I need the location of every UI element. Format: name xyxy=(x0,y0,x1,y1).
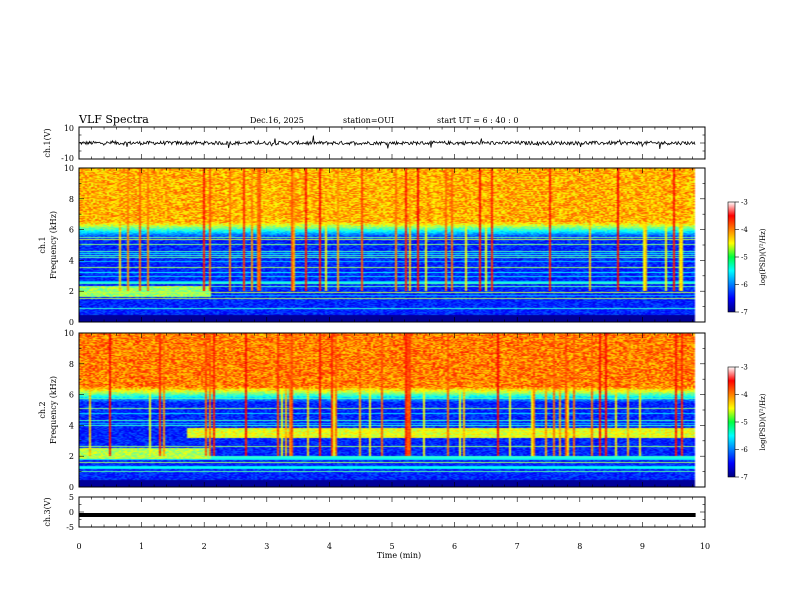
y-tick-label: 10 xyxy=(64,329,74,338)
date-label: Dec.16, 2025 xyxy=(250,116,304,125)
ch3-waveform-ticks xyxy=(78,496,706,528)
ch2-spec-ylabel-1: ch.2 xyxy=(38,401,47,418)
ch1-spec-ylabel-1: ch.1 xyxy=(38,236,47,253)
colorbar-tick-label: -7 xyxy=(741,474,748,482)
ch1-spectrogram-image xyxy=(79,168,705,322)
x-tick-label: 4 xyxy=(327,542,332,551)
ch2-spectrogram-image xyxy=(79,333,705,487)
colorbar-1-label: log(PSD)(V²/Hz) xyxy=(759,228,767,285)
colorbar-2-ticks: -3 -4 -5 -6 -7 xyxy=(735,364,748,482)
colorbar-tick-label: -6 xyxy=(741,446,748,454)
colorbar-1: -3 -4 -5 -6 -7 log(PSD)(V²/Hz) xyxy=(727,199,767,317)
x-tick-label: 2 xyxy=(202,542,207,551)
ch1-ytick-bottom: -10 xyxy=(61,154,74,163)
y-tick-label: 2 xyxy=(69,287,74,296)
ch3-panel: ch.3(V) 5 0 -5 xyxy=(43,493,706,532)
y-tick-label: 6 xyxy=(69,226,74,235)
colorbar-tick-label: -4 xyxy=(741,226,748,234)
colorbar-tick-label: -4 xyxy=(741,391,748,399)
x-tick-label: 5 xyxy=(389,542,394,551)
x-tick-label: 1 xyxy=(139,542,144,551)
ch1-panel: ch.1(V) 10 -10 xyxy=(43,124,706,163)
ch3-ylabel: ch.3(V) xyxy=(43,497,52,526)
y-tick-label: 10 xyxy=(64,164,74,173)
ch3-ytick-bottom: -5 xyxy=(66,523,74,532)
station-label: station=OUI xyxy=(343,116,394,125)
ch1-waveform-trace xyxy=(79,135,696,149)
colorbar-tick-label: -3 xyxy=(741,364,748,372)
colorbar-1-ticks: -3 -4 -5 -6 -7 xyxy=(735,199,748,317)
y-tick-label: 0 xyxy=(69,318,74,327)
y-tick-label: 8 xyxy=(69,360,74,369)
ch1-spec-ylabel-2: Frequency (kHz) xyxy=(49,211,58,279)
colorbar-tick-label: -3 xyxy=(741,199,748,207)
y-tick-label: 6 xyxy=(69,391,74,400)
colorbar-tick-label: -5 xyxy=(741,254,748,262)
x-tick-label: 6 xyxy=(452,542,457,551)
ch2-spec-ticks xyxy=(78,332,706,488)
ch1-ytick-top: 10 xyxy=(64,124,74,133)
figure-title: VLF Spectra xyxy=(78,113,149,126)
start-time-label: start UT = 6 : 40 : 0 xyxy=(437,116,518,125)
x-tick-label: 9 xyxy=(640,542,645,551)
y-tick-label: 8 xyxy=(69,195,74,204)
x-axis-label: Time (min) xyxy=(377,551,421,560)
ch3-ytick-top: 5 xyxy=(69,493,74,502)
x-axis: 0 1 2 3 4 5 6 7 8 9 10 Time (min) xyxy=(76,542,710,560)
colorbar-1-gradient xyxy=(727,201,736,313)
y-tick-label: 4 xyxy=(69,256,74,265)
y-tick-label: 2 xyxy=(69,452,74,461)
ch2-spectrogram-panel: ch.2 Frequency (kHz) 0 2 4 6 8 10 xyxy=(38,329,706,492)
x-tick-label: 0 xyxy=(76,542,81,551)
ch2-spec-ytick-labels: 0 2 4 6 8 10 xyxy=(64,329,74,492)
colorbar-2: -3 -4 -5 -6 -7 log(PSD)(V²/Hz) xyxy=(727,364,767,482)
ch2-spec-ylabel-2: Frequency (kHz) xyxy=(49,376,58,444)
colorbar-tick-label: -7 xyxy=(741,309,748,317)
colorbar-tick-label: -6 xyxy=(741,281,748,289)
header: VLF Spectra Dec.16, 2025 station=OUI sta… xyxy=(78,113,518,126)
ch1-waveform-ticks xyxy=(78,126,706,160)
colorbar-2-label: log(PSD)(V²/Hz) xyxy=(759,393,767,450)
y-tick-label: 0 xyxy=(69,483,74,492)
x-tick-label: 7 xyxy=(515,542,520,551)
ch1-ylabel: ch.1(V) xyxy=(43,128,52,157)
y-tick-label: 4 xyxy=(69,421,74,430)
colorbar-2-gradient xyxy=(727,366,736,478)
ch1-spectrogram-panel: ch.1 Frequency (kHz) 0 2 4 6 8 10 xyxy=(38,164,706,327)
x-tick-label: 8 xyxy=(577,542,582,551)
ch3-ytick-mid: 0 xyxy=(69,508,74,517)
x-tick-label: 3 xyxy=(264,542,269,551)
x-tick-labels: 0 1 2 3 4 5 6 7 8 9 10 xyxy=(76,542,710,551)
ch1-spec-ytick-labels: 0 2 4 6 8 10 xyxy=(64,164,74,327)
x-tick-label: 10 xyxy=(700,542,710,551)
colorbar-tick-label: -5 xyxy=(741,419,748,427)
ch1-spec-ticks xyxy=(78,167,706,323)
